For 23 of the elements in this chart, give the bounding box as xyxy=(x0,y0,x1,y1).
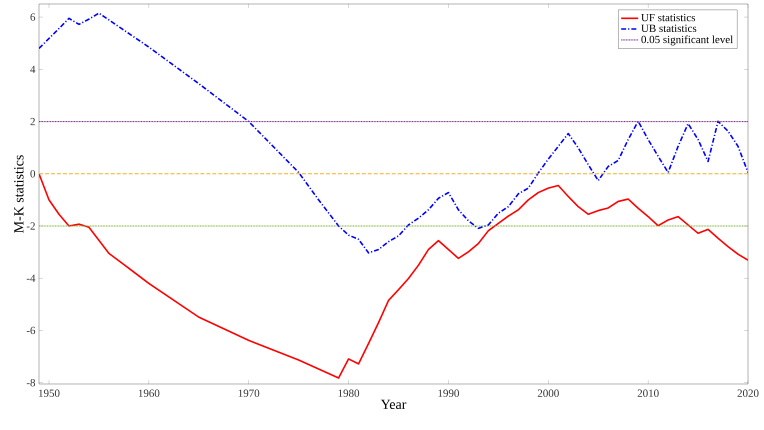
legend-label: 0.05 significant level xyxy=(641,35,733,46)
line-series xyxy=(39,172,748,379)
x-tick-label: 2010 xyxy=(638,390,659,397)
y-tick-label: -6 xyxy=(26,326,36,334)
x-tick-label: 2020 xyxy=(738,390,759,397)
legend-label: UF statistics xyxy=(641,14,696,22)
y-axis-title: M-K statistics xyxy=(14,155,24,233)
x-tick-label: 1970 xyxy=(238,390,260,397)
legend-label: UB statistics xyxy=(641,24,696,32)
x-tick-label: 1960 xyxy=(138,390,160,397)
y-tick-label: 6 xyxy=(30,13,36,21)
x-tick-label: 2000 xyxy=(538,390,559,397)
y-tick-label: 4 xyxy=(30,66,36,73)
x-tick-label: 1950 xyxy=(39,390,60,397)
x-tick-label: 1980 xyxy=(338,390,360,397)
y-tick-label: 2 xyxy=(30,118,35,126)
x-tick-label: 1990 xyxy=(438,390,459,397)
y-tick-label: 0 xyxy=(30,170,36,178)
y-tick-label: -4 xyxy=(26,274,36,282)
y-tick-label: -2 xyxy=(26,222,35,230)
x-axis-title: Year xyxy=(380,400,406,410)
line-series xyxy=(39,12,748,254)
y-tick-label: -8 xyxy=(26,379,36,386)
